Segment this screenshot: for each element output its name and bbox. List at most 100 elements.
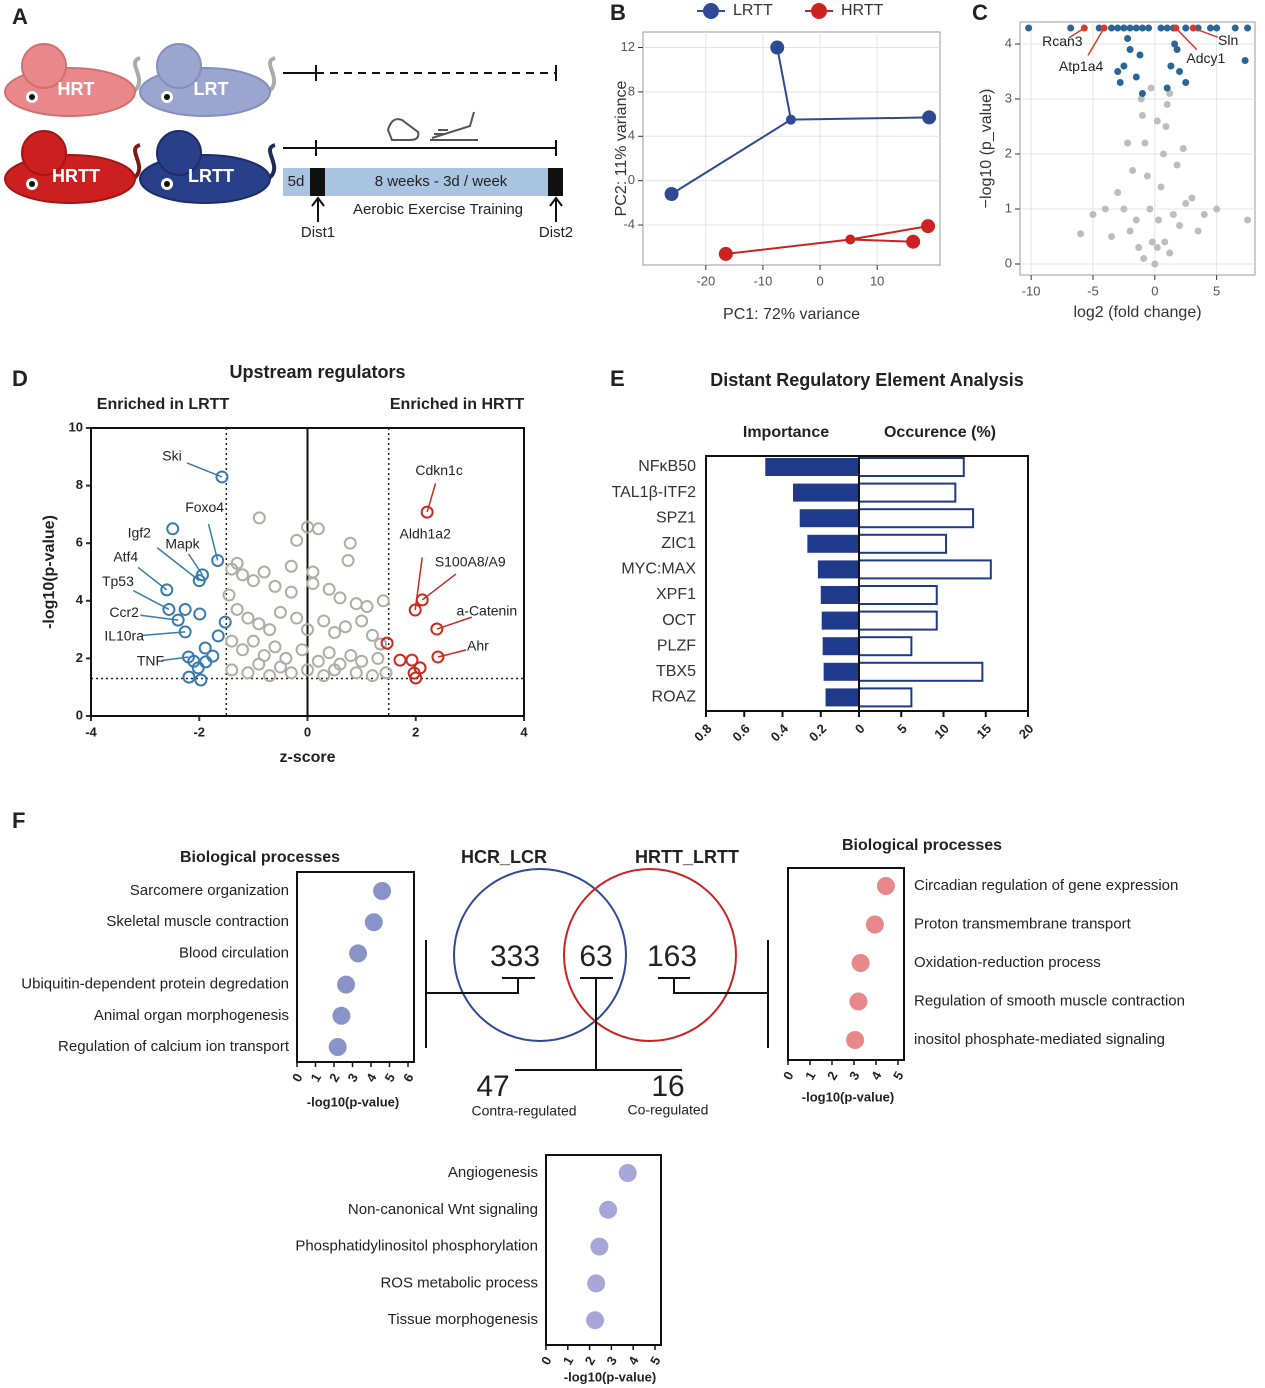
point [236, 568, 250, 582]
pupil [164, 181, 170, 187]
y-tick-label: 0 [1005, 255, 1012, 270]
tail [131, 56, 142, 94]
bar [823, 662, 859, 681]
point [284, 585, 298, 599]
point [1161, 238, 1169, 246]
dot [846, 1031, 865, 1049]
panel-label: D [12, 366, 28, 391]
centroid [845, 234, 856, 245]
x-tick-label: -2 [193, 724, 205, 739]
point [1146, 205, 1154, 213]
ear [21, 43, 67, 89]
x-tick-label: 2 [582, 1354, 599, 1368]
x-tick-label: 0.8 [691, 721, 714, 744]
phase-label: 8 weeks - 3d / week [375, 173, 508, 190]
dot [851, 954, 870, 972]
y-axis-label: PC2: 11% variance [613, 81, 630, 217]
legend-label: HRTT [841, 2, 884, 19]
legend-swatch [811, 3, 827, 19]
point [284, 666, 298, 680]
label-leader [142, 631, 186, 637]
bar [858, 559, 992, 580]
y-axis-label: -log10(p-value) [41, 515, 58, 629]
x-tick-label: 0 [289, 1071, 306, 1085]
group-label: LRT [194, 79, 229, 99]
point [198, 641, 212, 655]
plot-background [1019, 21, 1256, 276]
y-tick-label: 4 [628, 128, 635, 143]
point [252, 657, 266, 671]
point [246, 634, 260, 648]
point-label: Foxo4 [185, 499, 224, 515]
point [1159, 150, 1167, 158]
point [1153, 117, 1161, 125]
point [1143, 172, 1151, 180]
bar [793, 483, 859, 502]
y-tick-label: 10 [69, 419, 83, 434]
point [338, 620, 352, 634]
pupil [164, 94, 170, 100]
point [1176, 222, 1184, 229]
chart-title: Biological processes [842, 837, 1002, 854]
bar [858, 508, 975, 529]
point-label: Adcy1 [1186, 50, 1225, 66]
point-label: Sln [1218, 32, 1238, 48]
annotation: Enriched in LRTT [97, 396, 230, 413]
connector [790, 116, 930, 121]
point [344, 649, 358, 663]
plot-background [642, 31, 941, 266]
category-label: Phosphatidylinositol phosphorylation [295, 1238, 538, 1255]
point [664, 186, 679, 201]
axis-box [705, 455, 1029, 712]
category-label: Angiogenesis [448, 1164, 538, 1181]
point [1206, 24, 1214, 32]
point [1124, 35, 1132, 42]
point [1244, 24, 1252, 32]
point [1140, 255, 1148, 262]
point [268, 579, 282, 593]
tail [266, 143, 277, 181]
point [1138, 90, 1146, 97]
phase-label: 5d [288, 173, 305, 190]
x-tick-label: -10 [1022, 283, 1041, 298]
point [405, 653, 419, 667]
point-label: Atp1a4 [1059, 58, 1104, 74]
bar [858, 457, 965, 477]
point [268, 640, 282, 654]
x-tick-label: 0 [538, 1354, 555, 1368]
mouse: LRTT [139, 130, 277, 204]
point [1126, 227, 1134, 235]
count: 63 [579, 940, 612, 973]
connector [725, 238, 851, 255]
label-leader [414, 557, 423, 611]
point [1166, 249, 1174, 257]
series-header: Importance [743, 424, 829, 441]
x-tick-label: 2 [326, 1071, 343, 1085]
panel-label: F [12, 808, 25, 833]
set-label: HCR_LCR [461, 847, 547, 867]
point [252, 511, 266, 525]
count: 16 [651, 1070, 684, 1103]
panel-label: B [610, 0, 626, 25]
x-tick-label: 0 [852, 721, 868, 737]
category-label: ZIC1 [661, 535, 696, 552]
category-label: TBX5 [656, 663, 696, 680]
point [343, 536, 357, 550]
point [215, 470, 229, 484]
y-tick-label: 2 [76, 650, 83, 665]
point [236, 643, 250, 657]
x-tick-label: 0 [1151, 283, 1158, 298]
point [322, 646, 336, 660]
point [317, 614, 331, 628]
x-tick-label: 5 [647, 1354, 664, 1368]
point [922, 110, 937, 125]
point [1129, 167, 1137, 174]
point [1132, 24, 1140, 32]
point [328, 625, 342, 639]
point [1155, 216, 1163, 224]
point [211, 629, 225, 643]
category-label: Animal organ morphogenesis [94, 1007, 289, 1024]
label-leader [1175, 27, 1198, 51]
point [906, 234, 921, 249]
point [1147, 84, 1155, 92]
